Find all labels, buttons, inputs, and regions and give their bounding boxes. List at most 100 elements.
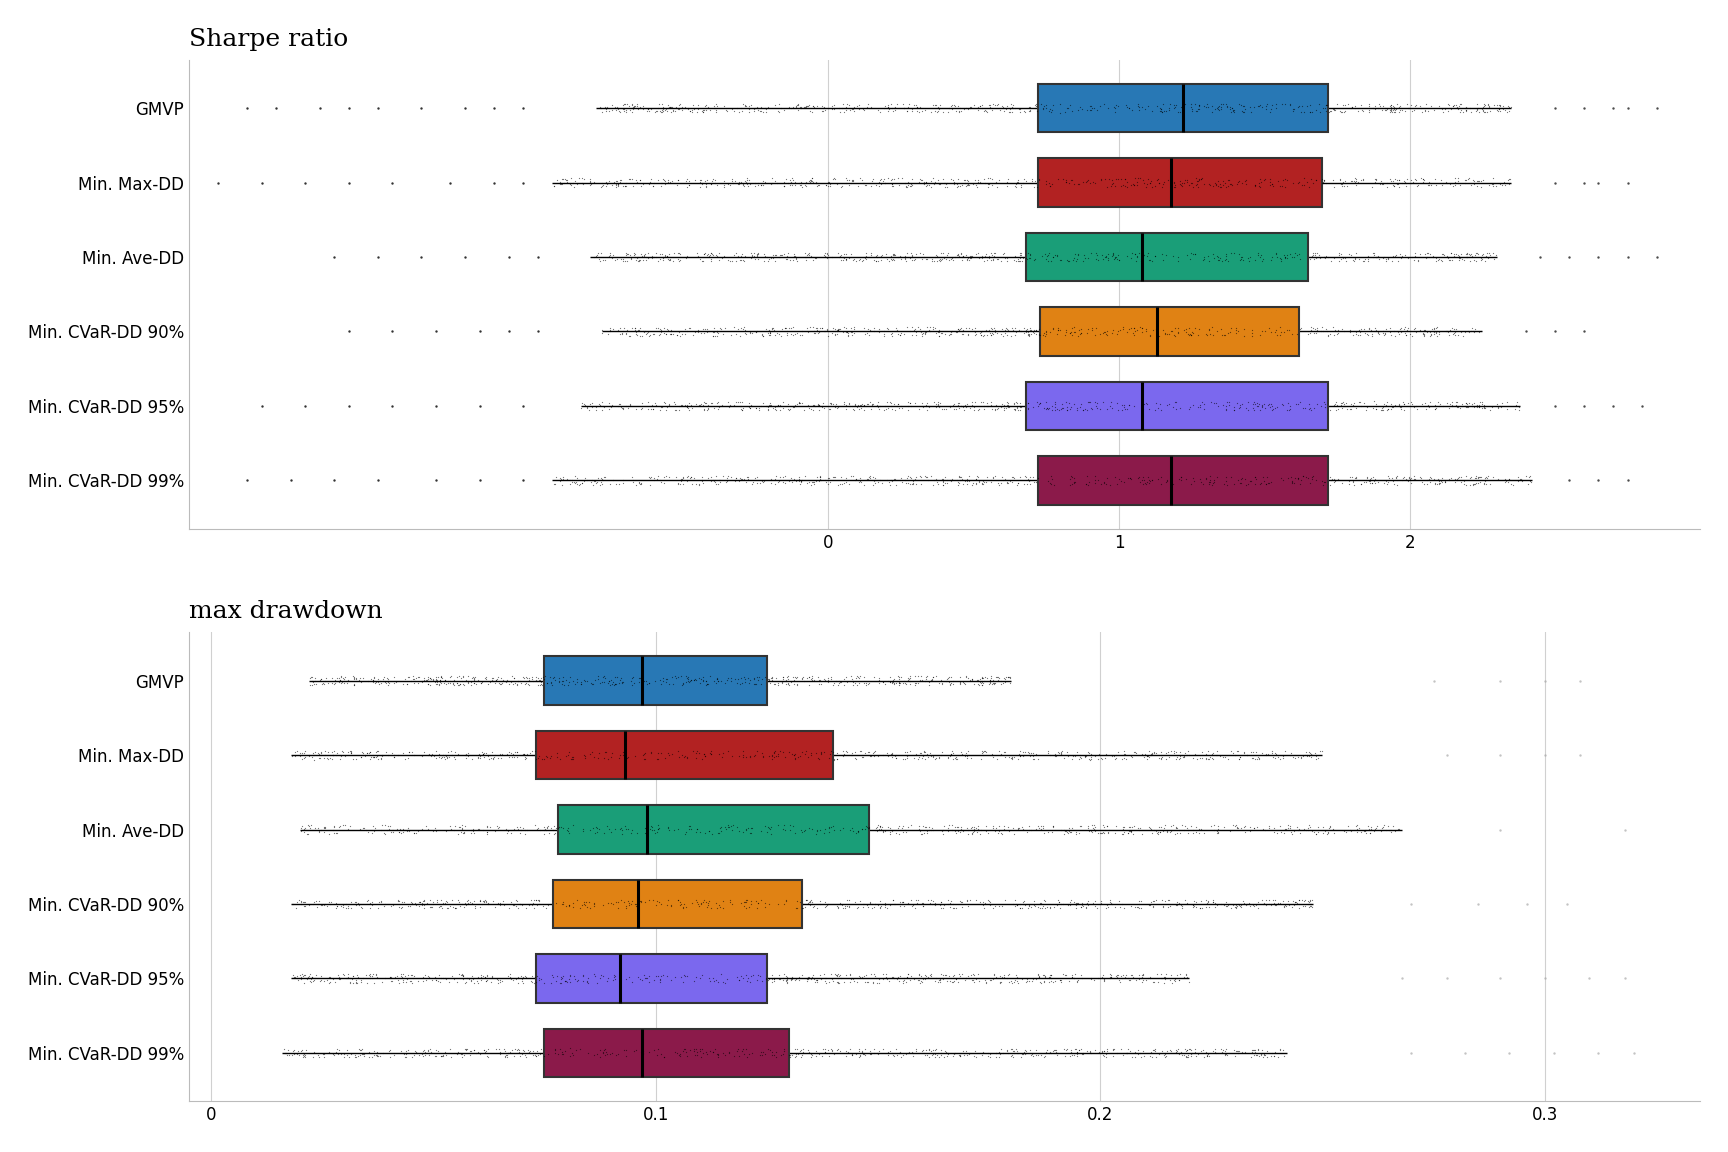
Point <box>854 320 881 339</box>
Point <box>947 823 975 841</box>
Point <box>1137 470 1165 488</box>
Point <box>893 743 921 761</box>
Point <box>1268 471 1296 490</box>
Point <box>1037 323 1064 341</box>
Point <box>1134 319 1161 338</box>
Point <box>555 673 582 691</box>
Point <box>760 969 788 987</box>
Point <box>622 674 650 692</box>
Point <box>1299 324 1327 342</box>
Point <box>760 249 788 267</box>
Point <box>1222 899 1249 917</box>
Point <box>1125 1045 1153 1063</box>
Point <box>1199 399 1227 417</box>
Point <box>593 176 620 195</box>
Point <box>278 746 306 765</box>
Point <box>1344 819 1372 838</box>
Point <box>546 968 574 986</box>
Point <box>422 396 449 415</box>
Point <box>1217 100 1244 119</box>
Point <box>831 667 859 685</box>
Point <box>1279 319 1306 338</box>
Point <box>937 971 964 990</box>
Point <box>1279 748 1306 766</box>
Point <box>1153 1043 1180 1061</box>
Point <box>982 320 1009 339</box>
Point <box>1068 895 1096 914</box>
Point <box>648 174 676 192</box>
Point <box>1248 251 1275 270</box>
Point <box>302 675 330 694</box>
Point <box>804 821 831 840</box>
Point <box>1369 818 1396 836</box>
Point <box>1394 98 1422 116</box>
Point <box>579 743 607 761</box>
Point <box>798 667 826 685</box>
Point <box>869 673 897 691</box>
Point <box>1056 323 1083 341</box>
Point <box>601 970 629 988</box>
Point <box>1325 245 1353 264</box>
Point <box>565 748 593 766</box>
Point <box>645 252 672 271</box>
Point <box>619 104 646 122</box>
Point <box>710 176 738 195</box>
Point <box>1374 250 1401 268</box>
Point <box>862 823 890 841</box>
Point <box>703 967 731 985</box>
Point <box>1092 1043 1120 1061</box>
Point <box>1085 399 1113 417</box>
Point <box>1223 896 1251 915</box>
Point <box>705 397 733 416</box>
Point <box>1329 249 1356 267</box>
Point <box>1223 896 1251 915</box>
Point <box>347 1040 375 1059</box>
Point <box>848 819 876 838</box>
Point <box>1172 174 1199 192</box>
Point <box>1315 818 1343 836</box>
Point <box>1184 248 1211 266</box>
Point <box>657 893 684 911</box>
Point <box>1180 247 1208 265</box>
Point <box>375 746 403 765</box>
Point <box>817 820 845 839</box>
Point <box>1194 176 1222 195</box>
Point <box>1362 320 1389 339</box>
Point <box>791 672 819 690</box>
Point <box>1090 250 1118 268</box>
Point <box>727 748 755 766</box>
Point <box>567 1039 594 1058</box>
Point <box>641 248 669 266</box>
Point <box>1360 97 1388 115</box>
Point <box>900 675 928 694</box>
Point <box>280 1041 308 1060</box>
Point <box>1610 820 1638 839</box>
Point <box>289 1044 316 1062</box>
Point <box>1113 96 1140 114</box>
Point <box>753 248 781 266</box>
Point <box>1156 970 1184 988</box>
Point <box>1337 247 1365 265</box>
Point <box>1272 394 1299 412</box>
Point <box>712 319 740 338</box>
Point <box>1187 819 1215 838</box>
Point <box>1071 746 1099 765</box>
Point <box>1001 395 1028 414</box>
Point <box>695 892 722 910</box>
Point <box>919 667 947 685</box>
Point <box>1267 894 1294 912</box>
Point <box>1146 396 1173 415</box>
Point <box>610 819 638 838</box>
Point <box>636 820 664 839</box>
Point <box>645 99 672 118</box>
Point <box>950 170 978 189</box>
Point <box>468 895 496 914</box>
Point <box>1320 472 1348 491</box>
Point <box>653 897 681 916</box>
Point <box>869 821 897 840</box>
Point <box>816 394 843 412</box>
Point <box>710 899 738 917</box>
Point <box>634 821 662 840</box>
Point <box>1144 244 1172 263</box>
Point <box>674 99 702 118</box>
